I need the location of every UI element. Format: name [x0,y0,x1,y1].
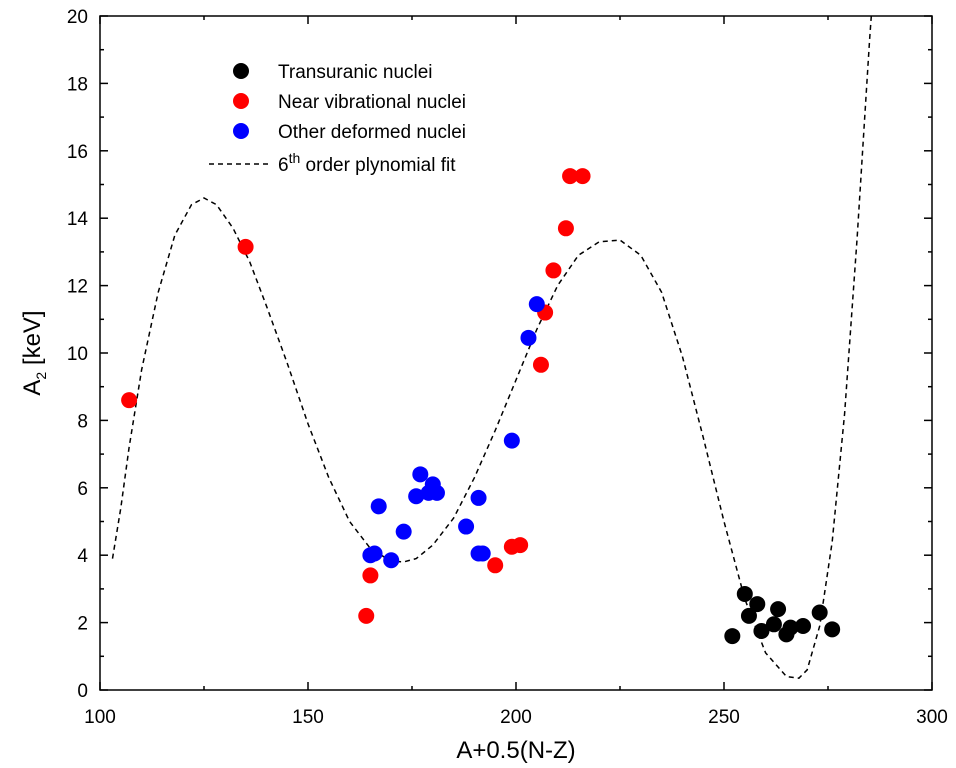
legend-fit-superscript: th [289,150,301,166]
point-transuranic-nuclei [736,585,753,602]
legend-marker-near-vibrational [233,93,249,109]
y-tick-label: 2 [77,614,88,635]
fit-curve-layer [111,15,873,679]
point-transuranic-nuclei [753,623,770,640]
y-tick-label: 10 [67,344,88,365]
y-axis-title-main: A [19,380,46,396]
x-tick-label: 150 [292,707,324,728]
legend-label-other-deformed: Other deformed nuclei [278,122,466,143]
y-tick-label: 8 [77,411,88,432]
point-other-deformed-nuclei [470,489,487,506]
y-axis-title-subscript: 2 [33,372,49,380]
point-transuranic-nuclei [795,617,812,634]
legend-label-fit: 6th order plynomial fit [278,150,456,176]
y-tick-label: 16 [67,142,88,163]
x-axis-title: A+0.5(N-Z) [456,737,575,764]
point-other-deformed-nuclei [412,466,429,483]
point-other-deformed-nuclei [520,329,537,346]
legend-label-transuranic: Transuranic nuclei [278,62,433,83]
legend-marker-transuranic [233,63,249,79]
y-tick-label: 20 [67,7,88,28]
point-transuranic-nuclei [770,601,787,618]
x-tick-label: 100 [84,707,116,728]
point-near-vibrational-nuclei [358,607,375,624]
point-other-deformed-nuclei [383,552,400,569]
point-near-vibrational-nuclei [121,392,138,409]
point-other-deformed-nuclei [366,545,383,562]
point-near-vibrational-nuclei [512,537,529,554]
point-transuranic-nuclei [749,596,766,613]
ticks-layer: 100 150 200 250 300 0 2 4 6 8 10 12 14 16 18 20 [67,7,948,728]
point-near-vibrational-nuclei [237,238,254,255]
y-tick-label: 6 [77,479,88,500]
y-tick-label: 14 [67,209,89,230]
x-tick-label: 300 [916,707,948,728]
y-tick-label: 12 [67,277,88,298]
point-near-vibrational-nuclei [574,168,591,185]
point-near-vibrational-nuclei [362,567,379,584]
point-near-vibrational-nuclei [487,557,504,574]
point-near-vibrational-nuclei [545,262,562,279]
point-other-deformed-nuclei [370,498,387,515]
x-tick-label: 200 [500,707,532,728]
point-transuranic-nuclei [724,628,741,645]
point-other-deformed-nuclei [458,518,475,535]
plot-frame [99,15,933,691]
y-tick-label: 0 [77,681,88,702]
point-other-deformed-nuclei [395,523,412,540]
point-near-vibrational-nuclei [562,168,579,185]
legend-label-near-vibrational: Near vibrational nuclei [278,92,466,113]
legend: Transuranic nuclei Near vibrational nucl… [209,62,466,176]
point-other-deformed-nuclei [408,488,425,505]
y-tick-label: 4 [77,546,88,567]
legend-fit-text: order plynomial fit [300,155,456,176]
fit-curve [111,15,873,679]
point-near-vibrational-nuclei [532,356,549,373]
point-other-deformed-nuclei [503,432,520,449]
point-transuranic-nuclei [824,621,841,638]
y-axis-title-unit: [keV] [19,310,46,371]
point-other-deformed-nuclei [428,484,445,501]
legend-fit-order: 6 [278,155,289,176]
point-transuranic-nuclei [811,604,828,621]
y-tick-label: 18 [67,74,88,95]
point-near-vibrational-nuclei [557,220,574,237]
x-tick-label: 250 [708,707,740,728]
data-points-layer [121,168,841,645]
y-axis-title: A2 [keV] [19,310,49,395]
point-other-deformed-nuclei [474,545,491,562]
legend-marker-other-deformed [233,123,249,139]
point-transuranic-nuclei [765,616,782,633]
point-other-deformed-nuclei [528,296,545,313]
point-transuranic-nuclei [782,619,799,636]
point-transuranic-nuclei [740,607,757,624]
